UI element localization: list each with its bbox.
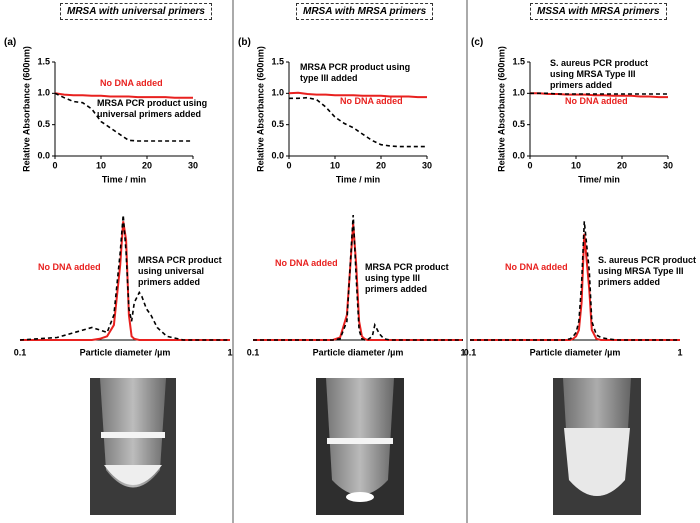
series-line [470,221,680,341]
series-label: No DNA added [565,96,628,106]
series-label: S. aureus PCR product using MRSA Type II… [550,58,649,90]
y-tick-label: 0.5 [37,119,50,129]
y-axis-label: Relative Absorbance (600nm) [496,46,506,172]
x-tick-label: 30 [188,160,198,170]
series-label: No DNA added [100,78,163,88]
y-tick-label: 1.0 [512,88,525,98]
x-tick-label: 10 [330,160,340,170]
panel-heading: MRSA with universal primers [60,3,212,20]
photo [553,378,641,515]
series-line [19,214,230,341]
x-tick-label: 0.1 [247,347,260,357]
series-label: No DNA added [340,96,403,106]
y-tick-label: 0.0 [271,150,284,160]
x-tick-label: 10 [571,160,581,170]
x-tick-label: 20 [617,160,627,170]
x-tick-label: 10 [96,160,106,170]
y-tick-label: 0.5 [271,119,284,129]
panel-label: (c) [471,37,484,48]
series-label: MRSA PCR product using universal primers… [138,255,222,287]
x-tick-label: 0 [52,160,57,170]
x-tick-label: 20 [376,160,386,170]
series-label: No DNA added [38,262,101,272]
photo [90,378,176,515]
y-tick-label: 1.5 [37,56,50,66]
y-axis-label: Relative Absorbance (600nm) [255,46,265,172]
y-tick-label: 1.5 [512,56,525,66]
y-axis-label: Relative Absorbance (600nm) [21,46,31,172]
y-tick-label: 1.0 [37,88,50,98]
x-tick-label: 30 [422,160,432,170]
x-tick-label: 20 [142,160,152,170]
x-axis-label: Particle diameter /µm [80,347,171,357]
series-line [530,92,668,95]
y-tick-label: 1.0 [271,88,284,98]
photo [316,378,404,515]
x-axis-label: Time/ min [578,174,620,184]
panel-heading: MRSA with MRSA primers [296,3,434,20]
y-tick-label: 1.5 [271,56,284,66]
series-label: MRSA PCR product using universal primers… [97,98,208,119]
panel-label: (a) [4,37,17,48]
x-axis-label: Particle diameter /µm [313,347,404,357]
x-tick-label: 0.1 [464,347,477,357]
x-tick-label: 30 [663,160,673,170]
x-tick-label: 0 [527,160,532,170]
series-label: MRSA PCR product using type III added [300,62,411,83]
series-line [253,214,463,341]
series-line [289,96,427,148]
series-line [288,91,427,99]
x-axis-label: Particle diameter /µm [530,347,621,357]
x-axis-label: Time / min [102,174,146,184]
x-tick-label: 1 [677,347,682,357]
series-line [54,92,193,142]
panel-label: (b) [238,37,251,48]
x-tick-label: 0 [286,160,291,170]
series-label: No DNA added [275,258,338,268]
y-tick-label: 0.0 [512,150,525,160]
y-tick-label: 0.5 [512,119,525,129]
x-tick-label: 1 [460,347,465,357]
y-tick-label: 0.0 [37,150,50,160]
series-label: S. aureus PCR product using MRSA Type II… [598,255,697,287]
series-line [20,221,230,341]
x-tick-label: 0.1 [14,347,27,357]
series-line [54,92,193,99]
series-label: MRSA PCR product using type III primers … [365,262,449,294]
x-tick-label: 1 [227,347,232,357]
series-label: No DNA added [505,262,568,272]
panel-heading: MSSA with MRSA primers [530,3,667,20]
x-axis-label: Time / min [336,174,380,184]
